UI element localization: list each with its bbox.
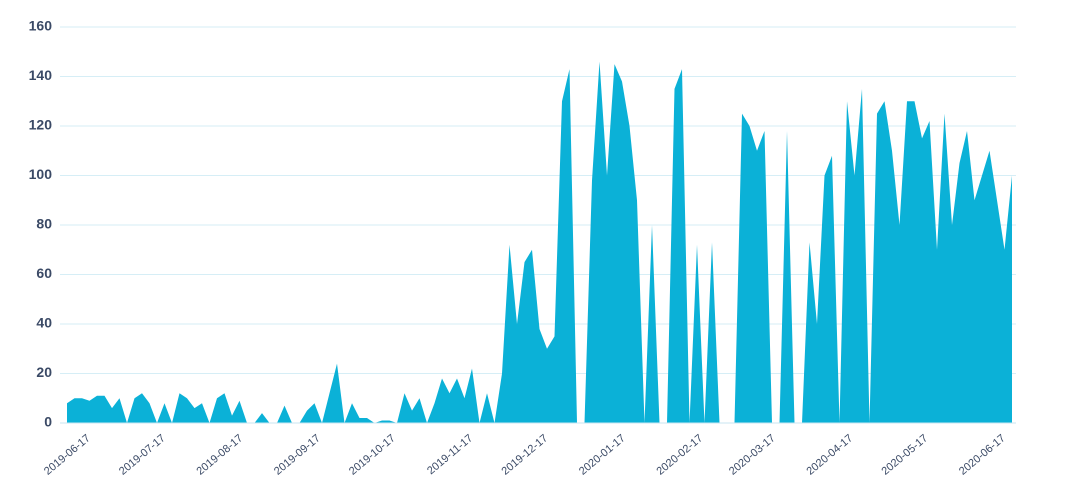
y-tick-label: 120 (29, 117, 53, 133)
x-tick-label: 2019-09-17 (272, 432, 323, 477)
y-tick-label: 40 (36, 315, 52, 331)
x-tick-label: 2020-04-17 (804, 432, 855, 477)
x-tick-label: 2019-08-17 (194, 432, 245, 477)
area (67, 61, 1012, 424)
y-tick-label: 20 (36, 364, 52, 380)
y-tick-label: 100 (29, 166, 53, 182)
x-tick-label: 2020-06-17 (957, 432, 1008, 477)
y-tick-label: 0 (44, 414, 52, 430)
y-tick-label: 160 (29, 18, 53, 34)
x-tick-label: 2019-06-17 (42, 432, 93, 477)
x-tick-label: 2020-03-17 (727, 432, 778, 477)
y-tick-label: 140 (29, 67, 53, 83)
x-tick-label: 2020-01-17 (577, 432, 628, 477)
x-tick-label: 2020-02-17 (654, 432, 705, 477)
x-tick-label: 2019-10-17 (347, 432, 398, 477)
y-tick-label: 80 (36, 216, 52, 232)
x-tick-label: 2020-05-17 (879, 432, 930, 477)
y-tick-label: 60 (36, 265, 52, 281)
x-tick-label: 2019-07-17 (117, 432, 168, 477)
x-tick-label: 2019-11-17 (425, 432, 475, 477)
x-tick-label: 2019-12-17 (499, 432, 550, 477)
